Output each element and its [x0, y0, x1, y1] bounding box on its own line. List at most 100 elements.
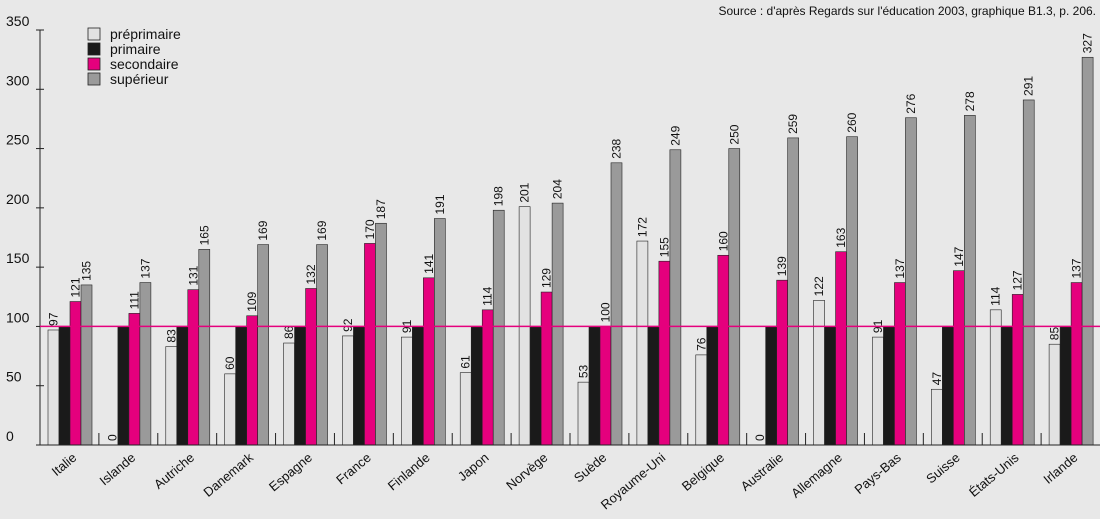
legend-swatch	[87, 57, 101, 71]
value-label: 121	[69, 277, 83, 297]
bar	[459, 372, 472, 446]
bar	[1070, 282, 1083, 446]
bar	[551, 202, 564, 446]
value-label: 278	[963, 91, 977, 111]
value-label: 327	[1081, 33, 1095, 53]
bar	[540, 291, 553, 446]
value-label: 114	[989, 286, 1003, 305]
bar	[824, 326, 836, 446]
value-label: 169	[315, 220, 329, 240]
value-label: 60	[223, 356, 237, 370]
legend-swatch	[87, 72, 101, 86]
value-label: 61	[459, 355, 473, 369]
y-tick-label: 0	[6, 428, 14, 444]
legend-swatch	[87, 42, 101, 56]
value-label: 249	[668, 125, 682, 145]
y-tick-label: 250	[6, 132, 30, 148]
legend-label: secondaire	[110, 56, 179, 72]
bar	[342, 335, 354, 446]
value-label: 114	[481, 286, 495, 305]
value-label: 163	[834, 227, 848, 247]
bar	[647, 326, 660, 446]
value-label: 97	[47, 312, 61, 326]
bar	[412, 326, 424, 446]
bar	[187, 289, 200, 446]
bar	[894, 282, 906, 446]
bar	[353, 326, 365, 446]
bar	[577, 381, 590, 446]
source: Source : d'après Regards sur l'éducation…	[719, 4, 1097, 18]
bar	[294, 326, 306, 446]
bar	[165, 346, 178, 446]
bar	[401, 336, 413, 446]
value-label: 198	[492, 186, 506, 206]
bar	[198, 249, 211, 446]
value-label: 92	[341, 318, 355, 332]
y-tick-label: 50	[6, 369, 22, 385]
value-label: 53	[577, 364, 591, 378]
bar	[470, 326, 483, 446]
bar	[246, 315, 258, 446]
bar	[695, 354, 708, 446]
value-label: 201	[518, 182, 532, 202]
bar	[953, 270, 965, 446]
bar	[610, 162, 623, 446]
value-label: 238	[610, 138, 624, 158]
bar	[58, 326, 71, 446]
y-tick-label: 200	[6, 191, 30, 207]
value-label: 76	[694, 337, 708, 351]
bar	[434, 218, 446, 446]
bar	[1022, 99, 1035, 446]
bar	[283, 342, 295, 446]
value-label: 147	[952, 246, 966, 266]
value-label: 276	[904, 93, 918, 113]
value-label: 137	[893, 258, 907, 278]
bar	[942, 326, 954, 446]
bar	[636, 240, 649, 446]
value-label: 141	[422, 253, 436, 273]
legend-label: supérieur	[110, 71, 169, 87]
value-label: 165	[197, 225, 211, 245]
bar	[905, 117, 917, 446]
bar	[706, 326, 719, 446]
bar	[1048, 343, 1061, 446]
bar	[669, 149, 682, 446]
y-tick-label: 100	[6, 309, 30, 325]
bar	[316, 244, 328, 446]
value-label: 132	[304, 264, 318, 284]
value-label: 139	[775, 256, 789, 276]
value-label: 137	[1070, 258, 1084, 278]
value-label: 86	[282, 325, 296, 339]
bar	[1081, 56, 1094, 446]
value-label: 160	[716, 231, 730, 251]
legend-label: primaire	[110, 41, 161, 57]
bar	[964, 115, 976, 446]
bar	[481, 309, 494, 446]
value-label: 204	[551, 179, 565, 199]
bar	[588, 326, 601, 446]
bar	[846, 136, 858, 446]
value-label: 135	[80, 261, 94, 281]
bar	[364, 243, 376, 446]
value-label: 187	[374, 199, 388, 219]
bar	[658, 260, 671, 446]
bar	[872, 336, 884, 446]
bar	[813, 300, 825, 446]
value-label: 170	[363, 219, 377, 239]
bar	[257, 244, 269, 446]
value-label: 100	[599, 302, 613, 322]
value-label: 172	[635, 217, 649, 237]
y-tick-label: 300	[6, 72, 30, 88]
legend-swatch	[87, 27, 101, 41]
value-label: 259	[786, 114, 800, 134]
bar	[235, 326, 247, 446]
y-tick-label: 150	[6, 250, 30, 266]
value-label: 131	[186, 265, 200, 285]
value-label: 0	[105, 434, 119, 441]
bar	[787, 137, 799, 446]
bar	[883, 326, 895, 446]
legend-label: préprimaire	[110, 26, 181, 42]
bar	[1059, 326, 1072, 446]
bar	[117, 326, 130, 446]
